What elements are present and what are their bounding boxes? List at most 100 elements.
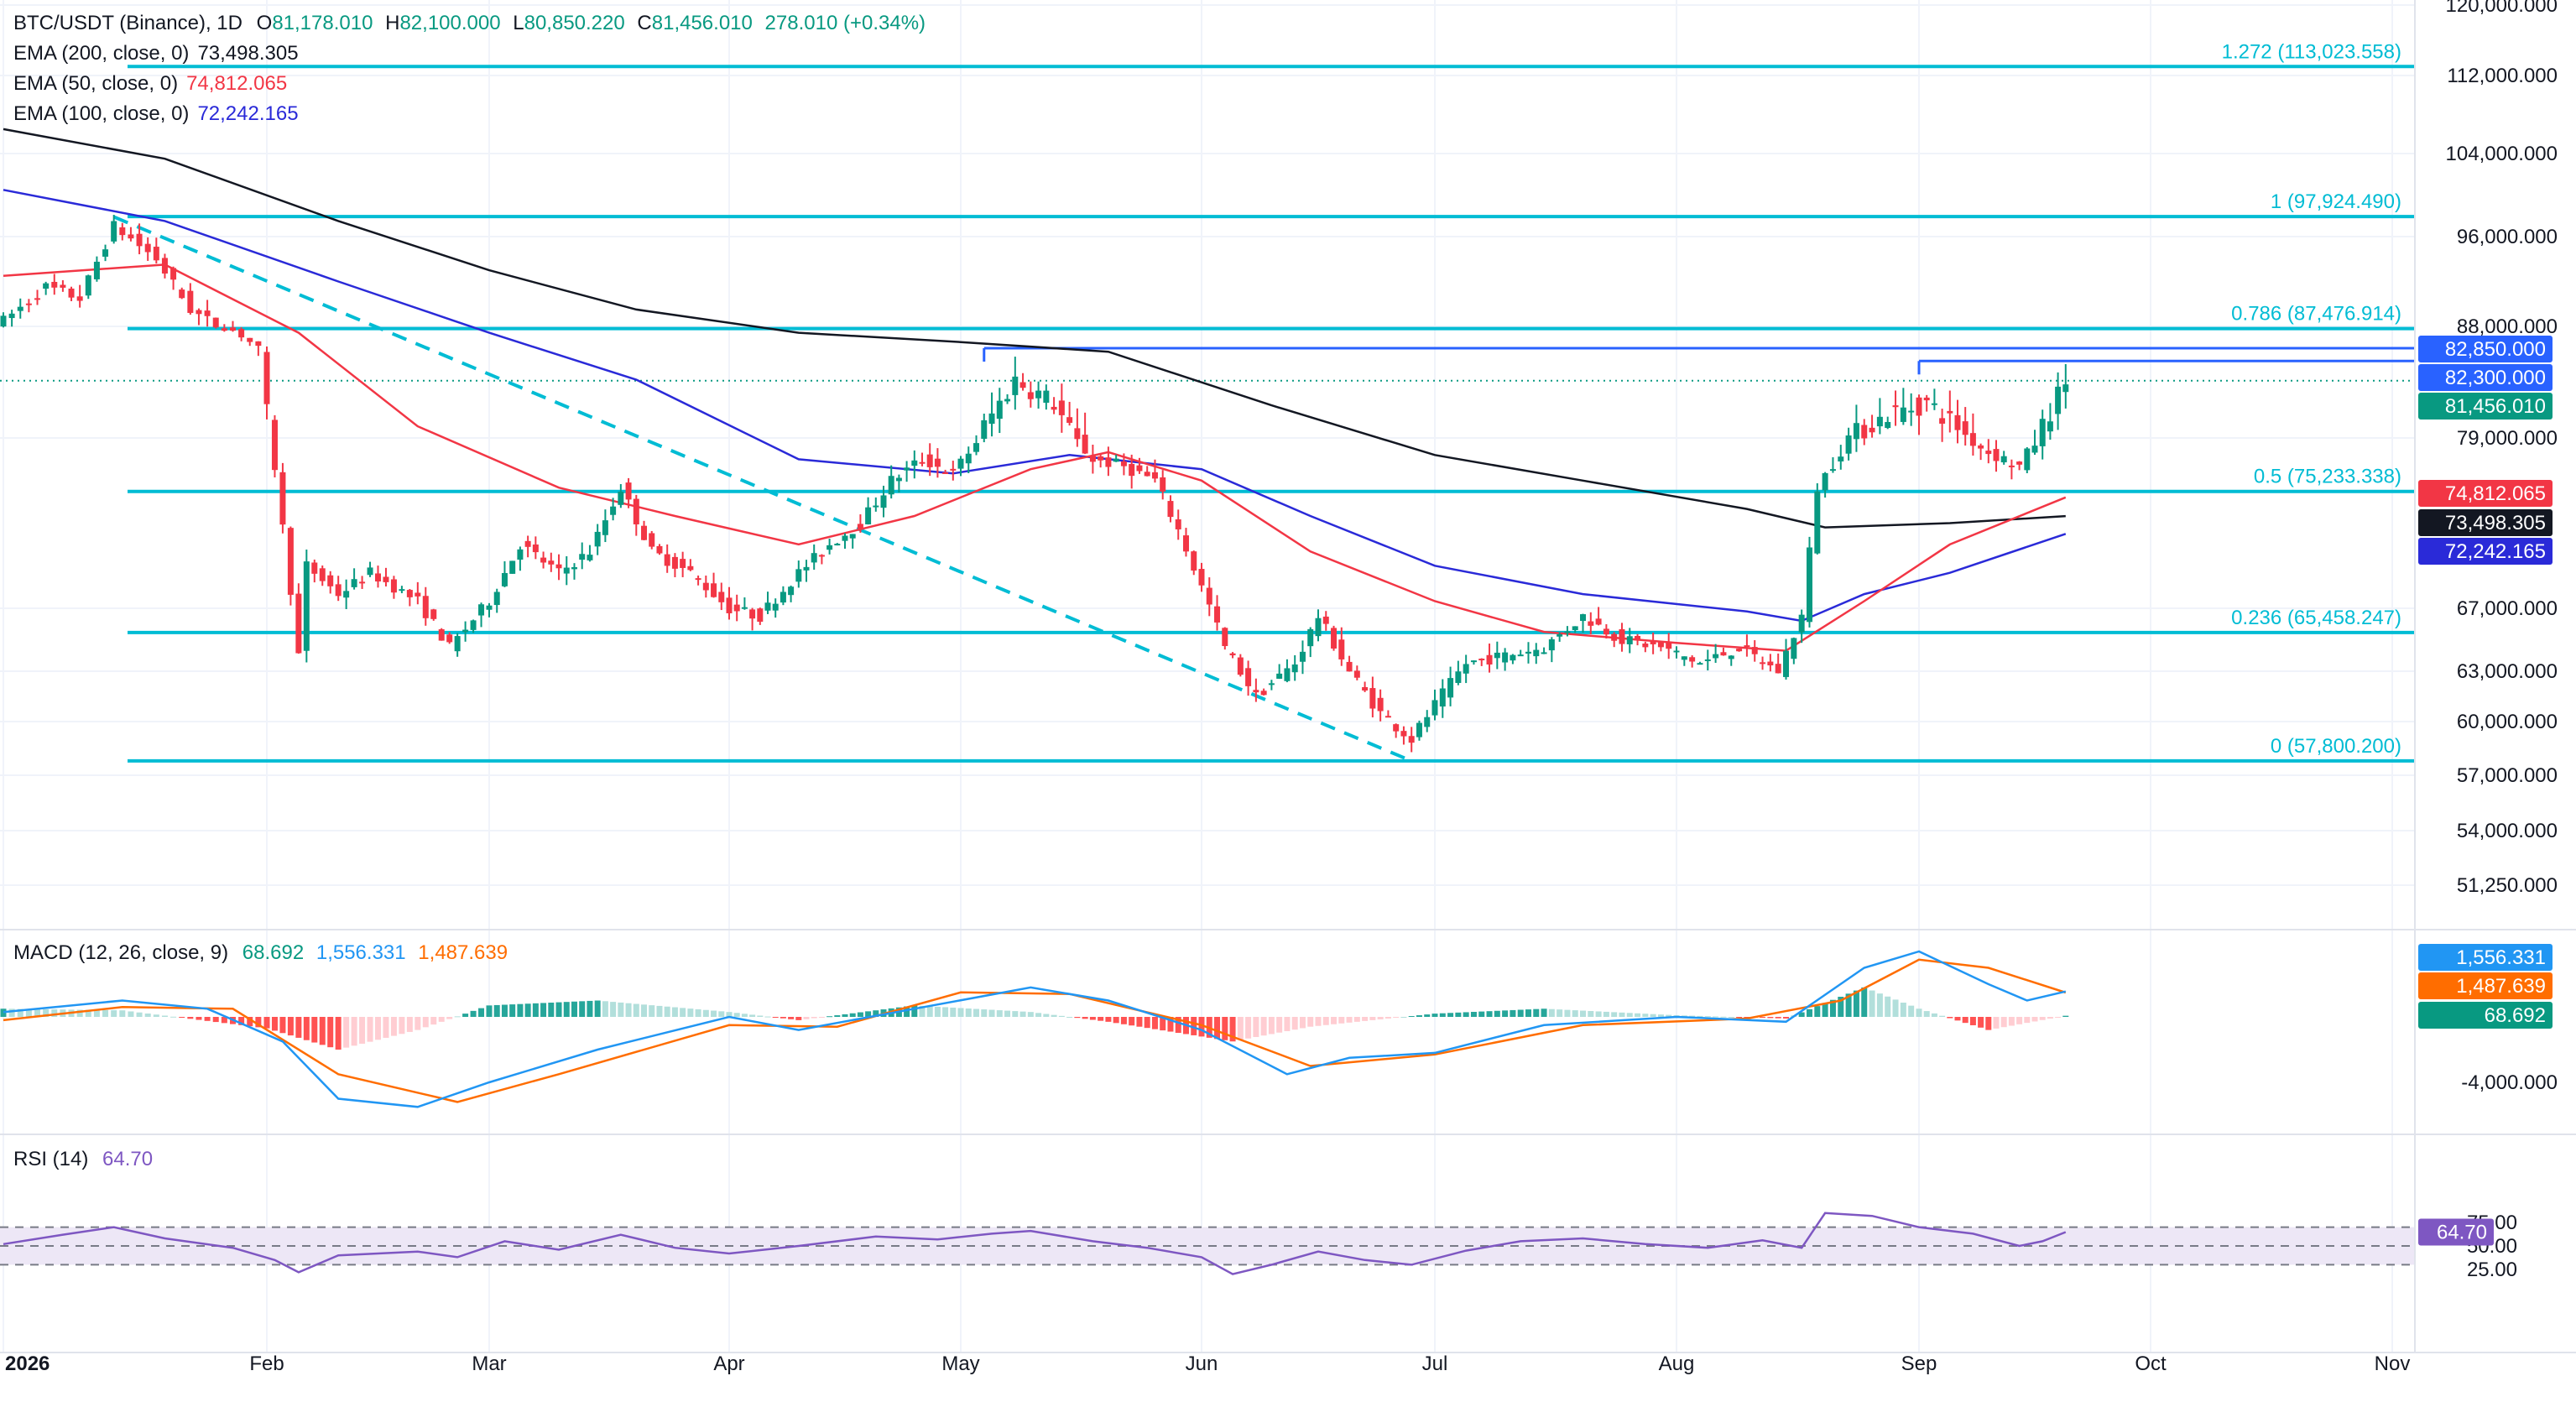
candle[interactable] xyxy=(1572,626,1578,633)
candle[interactable] xyxy=(2000,451,2007,465)
candle[interactable] xyxy=(1322,611,1329,631)
candle[interactable] xyxy=(2008,459,2015,480)
candle[interactable] xyxy=(399,586,405,594)
candle[interactable] xyxy=(1237,654,1244,677)
candle[interactable] xyxy=(263,346,270,420)
candle[interactable] xyxy=(1822,472,1828,498)
candle[interactable] xyxy=(1120,453,1127,476)
candle[interactable] xyxy=(1431,689,1438,721)
candle[interactable] xyxy=(1175,509,1181,540)
candle[interactable] xyxy=(1720,647,1727,656)
candle[interactable] xyxy=(873,497,879,512)
candle[interactable] xyxy=(486,602,493,618)
candle[interactable] xyxy=(1939,409,1946,442)
candle[interactable] xyxy=(2031,430,2038,456)
candle[interactable] xyxy=(1129,454,1135,489)
candle[interactable] xyxy=(942,469,949,474)
candle[interactable] xyxy=(93,256,100,282)
candle[interactable] xyxy=(271,414,278,477)
candle[interactable] xyxy=(571,563,577,580)
candle[interactable] xyxy=(422,586,429,626)
ema200-legend[interactable]: EMA (200, close, 0) 73,498.305 xyxy=(13,40,299,67)
candle[interactable] xyxy=(1993,440,2000,472)
candle[interactable] xyxy=(375,565,381,588)
resistance-lines[interactable] xyxy=(983,347,2415,375)
symbol-label[interactable]: BTC/USDT (Binance), 1D xyxy=(13,12,242,34)
candle[interactable] xyxy=(1736,648,1743,652)
candle[interactable] xyxy=(1892,390,1899,426)
candle[interactable] xyxy=(1315,609,1322,642)
candle[interactable] xyxy=(517,546,524,571)
candle[interactable] xyxy=(540,551,547,569)
ema50-legend[interactable]: EMA (50, close, 0) 74,812.065 xyxy=(13,70,287,97)
candle[interactable] xyxy=(1713,644,1719,664)
candle[interactable] xyxy=(161,253,168,279)
candle[interactable] xyxy=(153,237,159,264)
rsi-legend[interactable]: RSI (14) 64.70 xyxy=(13,1146,153,1173)
candle[interactable] xyxy=(454,633,461,657)
candle[interactable] xyxy=(43,281,50,295)
candle[interactable] xyxy=(1806,536,1812,628)
candle[interactable] xyxy=(649,530,655,550)
price-badge[interactable]: 73,498.305 xyxy=(2418,509,2553,536)
candle[interactable] xyxy=(1353,665,1360,680)
candle[interactable] xyxy=(1160,470,1166,500)
candle[interactable] xyxy=(1931,388,1937,410)
candle[interactable] xyxy=(1206,577,1212,617)
candle[interactable] xyxy=(888,465,894,499)
candle[interactable] xyxy=(119,222,126,241)
candle[interactable] xyxy=(618,484,624,508)
candle[interactable] xyxy=(1393,723,1400,738)
candle[interactable] xyxy=(34,289,41,305)
candle[interactable] xyxy=(1861,419,1868,446)
candle[interactable] xyxy=(51,274,58,295)
candle[interactable] xyxy=(501,560,508,587)
macd-line[interactable] xyxy=(3,950,2067,1108)
candle[interactable] xyxy=(1642,641,1649,653)
rsi-line[interactable] xyxy=(3,1212,2067,1275)
candle[interactable] xyxy=(880,485,887,518)
candle[interactable] xyxy=(1478,658,1485,666)
candle[interactable] xyxy=(1533,643,1540,665)
candle[interactable] xyxy=(1043,384,1050,410)
candle[interactable] xyxy=(1245,660,1252,696)
candle[interactable] xyxy=(179,287,185,300)
candle[interactable] xyxy=(1744,634,1750,657)
candle[interactable] xyxy=(702,575,709,598)
candle[interactable] xyxy=(749,607,756,631)
candle[interactable] xyxy=(1253,678,1259,702)
price-badge[interactable]: 81,456.010 xyxy=(2418,393,2553,420)
candlesticks[interactable] xyxy=(0,215,2069,753)
candle[interactable] xyxy=(2039,409,2046,460)
candle[interactable] xyxy=(68,286,75,301)
candle[interactable] xyxy=(1908,393,1915,426)
candle[interactable] xyxy=(478,602,485,628)
candle[interactable] xyxy=(1845,427,1852,461)
candle[interactable] xyxy=(1502,648,1509,671)
price-badge[interactable]: 72,242.165 xyxy=(2418,538,2553,565)
candle[interactable] xyxy=(1619,623,1625,652)
candle[interactable] xyxy=(988,392,995,437)
candle[interactable] xyxy=(1969,413,1976,456)
candle[interactable] xyxy=(144,237,151,261)
candle[interactable] xyxy=(1260,688,1267,696)
candle[interactable] xyxy=(1012,357,1019,410)
candle[interactable] xyxy=(1276,664,1283,680)
candle[interactable] xyxy=(1455,660,1462,685)
candle[interactable] xyxy=(343,579,350,610)
candle[interactable] xyxy=(327,571,334,594)
candle[interactable] xyxy=(446,632,453,644)
candle[interactable] xyxy=(1564,626,1571,637)
candle[interactable] xyxy=(934,448,941,478)
candle[interactable] xyxy=(367,561,373,577)
candle[interactable] xyxy=(1384,710,1391,718)
candle[interactable] xyxy=(764,592,771,614)
candle[interactable] xyxy=(973,435,980,456)
candle[interactable] xyxy=(687,559,694,571)
candle[interactable] xyxy=(383,567,389,586)
candle[interactable] xyxy=(1004,393,1011,404)
ema200-line[interactable] xyxy=(3,128,2066,529)
candle[interactable] xyxy=(128,227,134,242)
candle[interactable] xyxy=(524,535,531,558)
candle[interactable] xyxy=(1470,660,1477,665)
